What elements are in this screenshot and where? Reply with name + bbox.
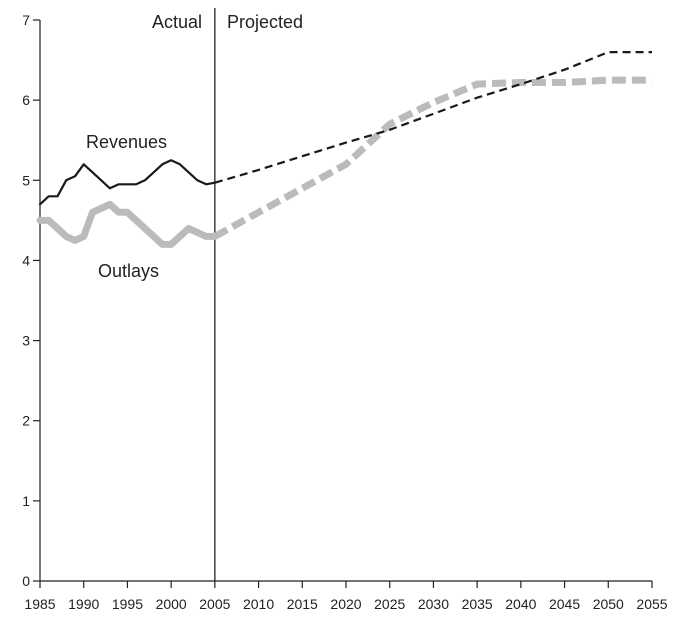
x-tick-label: 2015 <box>287 596 318 612</box>
series-line-outlays-projected <box>213 76 652 240</box>
labels-layer: Actual Projected Revenues Outlays <box>86 12 303 281</box>
x-tick-label: 2045 <box>549 596 580 612</box>
series-line-outlays-actual <box>36 200 219 248</box>
actual-label: Actual <box>152 12 202 32</box>
y-tick-label: 6 <box>22 92 30 108</box>
x-tick-label: 2005 <box>199 596 230 612</box>
y-tick-label: 5 <box>22 172 30 188</box>
x-tick-label: 1990 <box>68 596 99 612</box>
y-tick-label: 0 <box>22 573 30 589</box>
series-label-outlays: Outlays <box>98 261 159 281</box>
x-tick-label: 2035 <box>462 596 493 612</box>
y-tick-label: 7 <box>22 12 30 28</box>
y-tick-label: 1 <box>22 493 30 509</box>
x-tick-label: 1985 <box>24 596 55 612</box>
y-tick-label: 2 <box>22 413 30 429</box>
series-layer <box>36 50 652 248</box>
x-tick-label: 2025 <box>374 596 405 612</box>
x-tick-label: 1995 <box>112 596 143 612</box>
x-tick-label: 2000 <box>156 596 187 612</box>
axes: 0 1 2 3 4 5 6 7 1985 1990 1995 2000 2005 2010 2015 2020… <box>22 8 668 612</box>
x-tick-label: 2050 <box>593 596 624 612</box>
projected-label: Projected <box>227 12 303 32</box>
y-tick-label: 3 <box>22 333 30 349</box>
series-label-revenues: Revenues <box>86 132 167 152</box>
x-tick-label: 2040 <box>505 596 536 612</box>
x-tick-label: 2030 <box>418 596 449 612</box>
x-tick-label: 2010 <box>243 596 274 612</box>
x-tick-label: 2055 <box>636 596 667 612</box>
series-line-revenues-projected <box>214 50 652 184</box>
series-line-revenues-actual <box>38 159 216 206</box>
y-tick-label: 4 <box>22 252 30 268</box>
x-tick-label: 2020 <box>330 596 361 612</box>
